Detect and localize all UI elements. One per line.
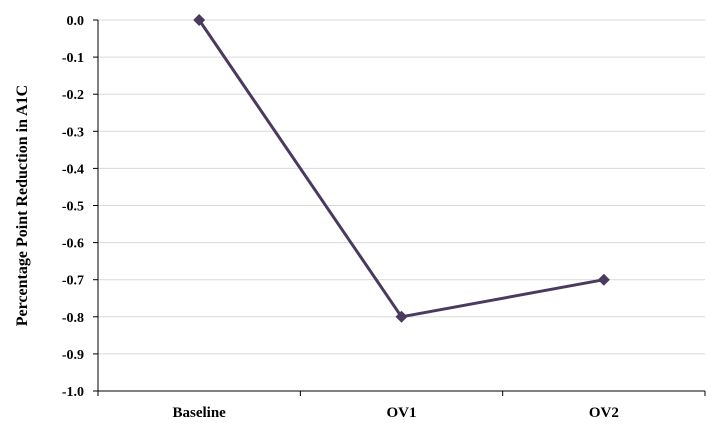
y-tick-label: -0.8: [62, 311, 84, 326]
y-tick-label: -0.3: [62, 125, 84, 140]
data-point: [193, 14, 206, 26]
y-tick-label: -1.0: [62, 385, 84, 400]
x-tick-label: OV1: [387, 405, 417, 421]
data-point: [395, 310, 408, 323]
y-tick-label: -0.7: [62, 274, 84, 289]
series: [193, 14, 610, 323]
x-tick-label: OV2: [589, 405, 619, 421]
x-tick-label: Baseline: [172, 405, 226, 421]
y-tick-label: -0.1: [62, 51, 84, 66]
y-tick-label: -0.6: [62, 237, 84, 252]
tick-labels: 0.0 -0.1 -0.2 -0.3 -0.4 -0.5 -0.6 -0.7 -0.8 -0.9 -…: [62, 14, 619, 421]
y-tick-label: -0.4: [62, 162, 84, 177]
data-point: [597, 273, 610, 286]
y-tick-label: -0.9: [62, 348, 84, 363]
y-tick-label: 0.0: [67, 14, 85, 29]
y-tick-label: -0.5: [62, 200, 84, 215]
y-axis-label: Percentage Point Reduction in A1C: [14, 85, 31, 326]
axes: [93, 19, 706, 396]
grid-lines: [98, 19, 705, 355]
y-tick-label: -0.2: [62, 88, 84, 103]
